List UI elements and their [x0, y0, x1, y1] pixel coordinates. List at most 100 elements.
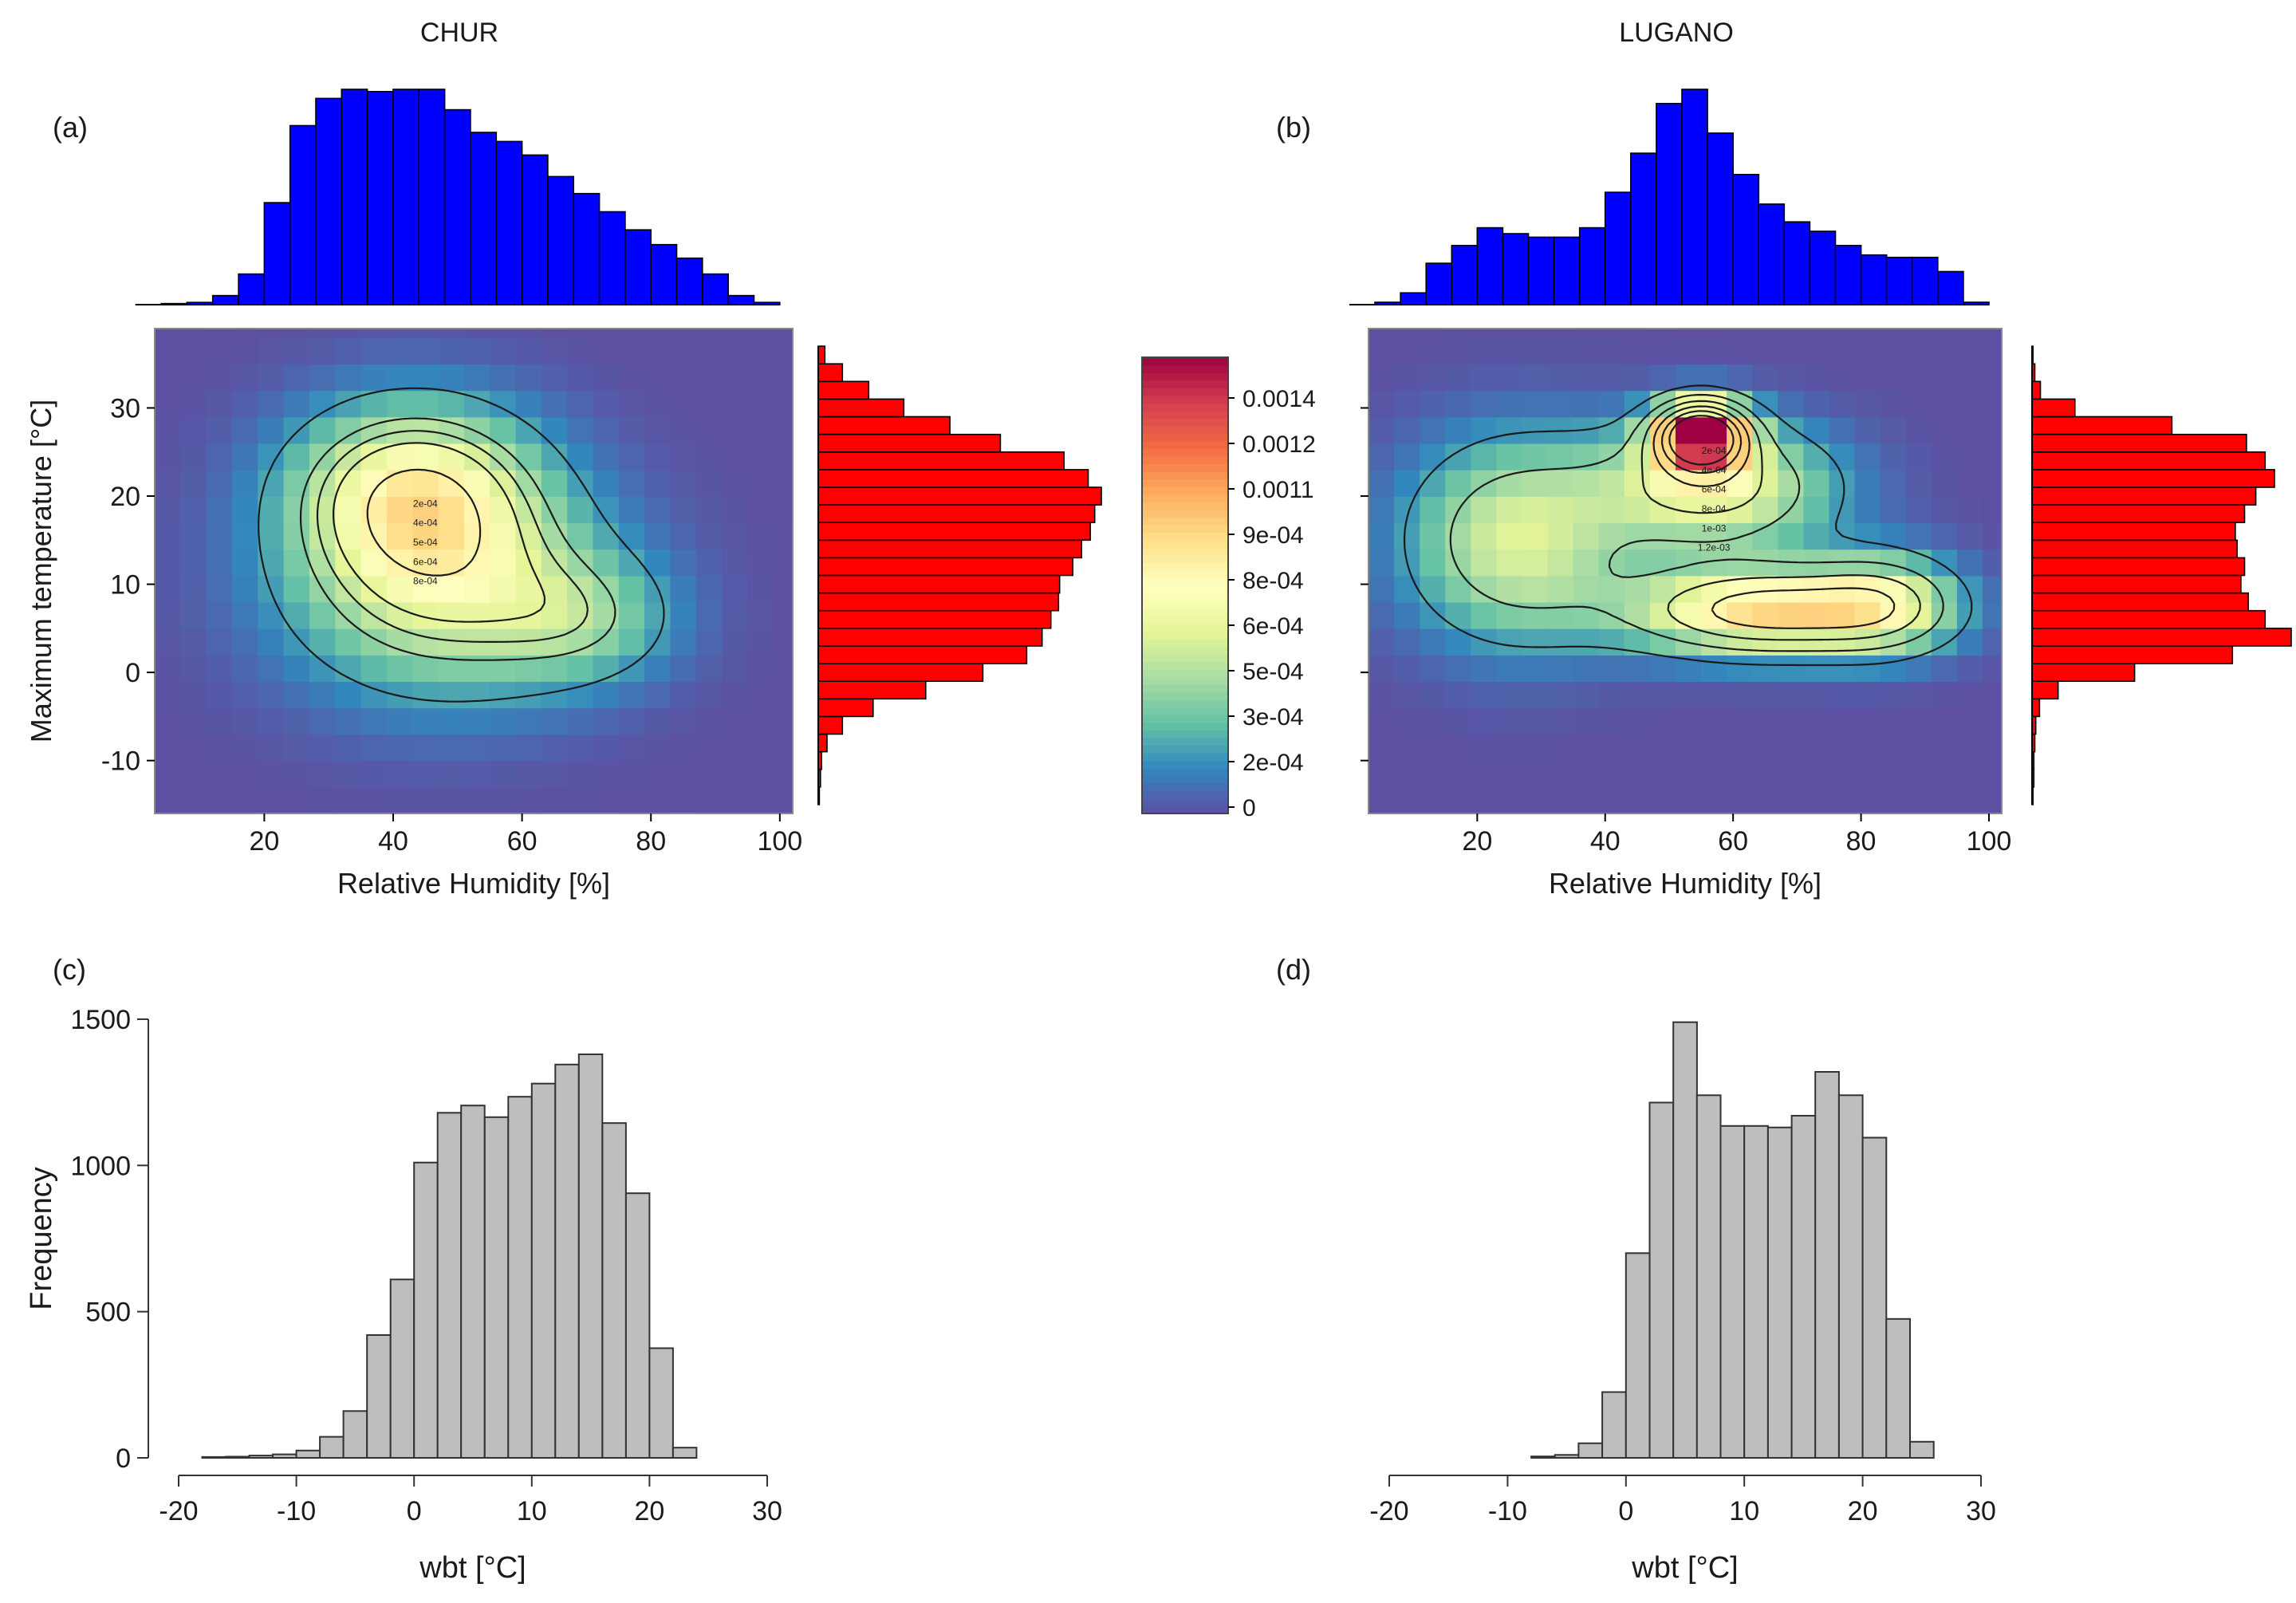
rh-bar	[211, 294, 239, 305]
tmax-bar	[2031, 539, 2239, 559]
heatmap-cell	[232, 760, 259, 788]
heatmap-cell	[1752, 760, 1779, 788]
heatmap-cell	[1496, 786, 1523, 814]
panel-label-a: (a)	[53, 111, 88, 144]
heatmap-cell	[1727, 786, 1753, 814]
wbt-bar	[1719, 1124, 1746, 1459]
heatmap-cell	[283, 655, 310, 682]
heatmap-cell	[515, 390, 542, 418]
tmax-bar	[2031, 609, 2266, 629]
heatmap-cell	[567, 496, 594, 523]
rh-bar	[1758, 203, 1786, 305]
rh-histogram-b	[1349, 89, 1990, 305]
heatmap-cell	[490, 416, 517, 444]
heatmap-cell	[1701, 628, 1727, 656]
heatmap-cell	[1854, 522, 1881, 550]
heatmap-cell	[412, 786, 439, 814]
wbt-bar	[295, 1449, 321, 1459]
tmax-bar	[2031, 592, 2250, 612]
heatmap-cell	[155, 469, 182, 497]
heatmap-cell	[670, 760, 697, 788]
heatmap-cell	[180, 443, 207, 471]
tmax-bar	[2031, 486, 2257, 506]
heatmap-cell	[309, 786, 336, 814]
colorbar-segment	[1142, 425, 1228, 435]
colorbar-label: 8e-04	[1243, 568, 1304, 594]
heatmap-cell	[206, 522, 233, 550]
heatmap-cell	[1752, 707, 1779, 735]
tmax-bar	[2031, 380, 2042, 400]
heatmap-cell	[335, 681, 362, 709]
heatmap-cell	[1829, 329, 1856, 338]
wbt-bar	[1577, 1442, 1604, 1459]
heatmap-cell	[541, 628, 568, 656]
colorbar-segment	[1142, 357, 1228, 366]
heatmap-cell	[1547, 443, 1574, 471]
heatmap-cell	[490, 575, 517, 603]
colorbar-segment	[1142, 638, 1228, 647]
heatmap-cell	[1598, 734, 1625, 762]
heatmap-cell	[155, 522, 182, 550]
x-tick-label: 10	[517, 1496, 547, 1526]
contour-label: 2e-04	[1702, 445, 1727, 456]
heatmap-cell	[412, 469, 439, 497]
heatmap-cell	[490, 681, 517, 709]
tmax-bar	[817, 345, 826, 365]
tmax-bar	[2031, 451, 2266, 471]
tmax-bar	[817, 680, 927, 700]
heatmap-cell	[463, 329, 490, 338]
heatmap-cell	[1471, 390, 1498, 418]
heatmap-cell	[1880, 707, 1907, 735]
heatmap-cell	[1522, 329, 1549, 338]
heatmap-cell	[593, 364, 620, 392]
heatmap-cell	[1496, 522, 1523, 550]
heatmap-cell	[1931, 760, 1958, 788]
heatmap-cell	[490, 496, 517, 523]
heatmap-cell	[695, 364, 723, 392]
colorbar-segment	[1142, 433, 1228, 442]
heatmap-cell	[1778, 707, 1805, 735]
heatmap-cell	[412, 390, 439, 418]
heatmap-cell	[773, 443, 794, 471]
heatmap-cell	[644, 760, 671, 788]
wbt-bar	[554, 1063, 580, 1459]
heatmap-cell	[386, 496, 413, 523]
heatmap-cell	[644, 390, 671, 418]
heatmap-cell	[1752, 496, 1779, 523]
heatmap-cell	[463, 522, 490, 550]
tmax-bar	[817, 663, 984, 682]
heatmap-cell	[644, 337, 671, 365]
contour-line	[1668, 415, 1735, 466]
tmax-bar	[2031, 416, 2173, 435]
heatmap-cell	[1727, 469, 1753, 497]
heatmap-cell	[1727, 655, 1753, 682]
heatmap-cell	[180, 681, 207, 709]
heatmap-cell	[1547, 549, 1574, 577]
heatmap-cell	[670, 443, 697, 471]
heatmap-cell	[1624, 601, 1651, 629]
heatmap-cell	[1445, 390, 1472, 418]
colorbar-segment	[1142, 760, 1228, 769]
heatmap-cell	[1778, 681, 1805, 709]
heatmap-cell	[1905, 786, 1932, 814]
heatmap-cell	[1956, 522, 1983, 550]
heatmap-cell	[1624, 655, 1651, 682]
rh-bar	[443, 108, 471, 305]
heatmap-cell	[773, 337, 794, 365]
heatmap-cell	[1931, 469, 1958, 497]
heatmap-cell	[1752, 786, 1779, 814]
heatmap-cell	[1854, 496, 1881, 523]
heatmap-cell	[1982, 469, 2003, 497]
y-tick-label: 10	[110, 570, 140, 601]
heatmap-cell	[1496, 443, 1523, 471]
heatmap-cell	[722, 522, 749, 550]
heatmap-cell	[1649, 707, 1676, 735]
heatmap-cell	[180, 549, 207, 577]
heatmap-cell	[1982, 681, 2003, 709]
heatmap-cell	[644, 496, 671, 523]
heatmap-cell	[155, 707, 182, 735]
heatmap-cell	[1522, 707, 1549, 735]
x-tick-label: -20	[1369, 1496, 1408, 1526]
heatmap-cell	[1369, 390, 1395, 418]
heatmap-cell	[1573, 786, 1600, 814]
